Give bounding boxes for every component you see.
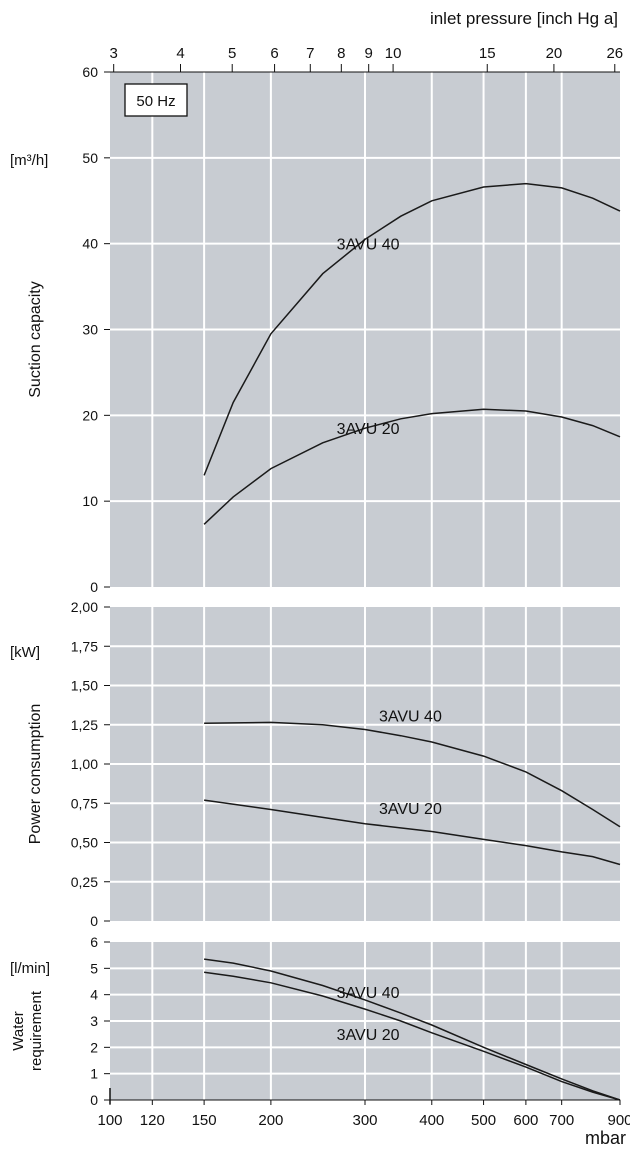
- y-tick-label: 50: [82, 150, 98, 166]
- x-tick-label: 100: [97, 1112, 122, 1129]
- x-tick-label: 120: [140, 1112, 165, 1129]
- y-tick-label: 4: [90, 987, 98, 1003]
- y-tick-label: 0,50: [71, 835, 98, 851]
- y-tick-label: 20: [82, 407, 98, 423]
- y-tick-label: 0: [90, 579, 98, 595]
- y-tick-label: 2,00: [71, 599, 98, 615]
- y-tick-label: 0: [90, 913, 98, 929]
- y-tick-label: 1: [90, 1066, 98, 1082]
- y-axis-title: Waterrequirement: [10, 990, 45, 1071]
- x-axis-title: mbar: [585, 1128, 626, 1148]
- y-tick-label: 40: [82, 236, 98, 252]
- x-tick-label: 200: [258, 1112, 283, 1129]
- top-axis-tick-label: 3: [110, 45, 118, 62]
- top-axis-tick-label: 6: [270, 45, 278, 62]
- series-label: 3AVU 40: [337, 985, 400, 1002]
- y-tick-label: 0,75: [71, 795, 98, 811]
- x-tick-label: 600: [513, 1112, 538, 1129]
- y-tick-label: 6: [90, 934, 98, 950]
- x-tick-label: 150: [192, 1112, 217, 1129]
- unit-label: [l/min]: [10, 960, 50, 977]
- frequency-badge: 50 Hz: [136, 93, 175, 110]
- series-label: 3AVU 20: [337, 421, 400, 438]
- series-label: 3AVU 40: [337, 237, 400, 254]
- y-axis-title-line: requirement: [28, 990, 45, 1071]
- top-axis-tick-label: 15: [479, 45, 496, 62]
- y-axis-title: Power consumption: [27, 704, 44, 845]
- series-label: 3AVU 20: [379, 801, 442, 818]
- top-axis-tick-label: 26: [606, 45, 623, 62]
- series-line: [204, 971, 621, 1101]
- frequency-badge-box: [124, 83, 188, 117]
- y-tick-label: 5: [90, 960, 98, 976]
- top-axis-tick-label: 5: [228, 45, 236, 62]
- y-tick-label: 1,25: [71, 717, 98, 733]
- y-axis-title: Suction capacity: [27, 281, 44, 398]
- y-tick-label: 1,75: [71, 638, 98, 654]
- y-tick-label: 0,25: [71, 874, 98, 890]
- series-line: [203, 799, 621, 866]
- series-line: [203, 182, 621, 476]
- series-label: 3AVU 20: [337, 1027, 400, 1044]
- y-axis-title-line: Water: [10, 1011, 27, 1050]
- series-line: [204, 721, 621, 828]
- y-tick-label: 0: [90, 1092, 98, 1108]
- y-tick-label: 60: [82, 64, 98, 80]
- x-tick-label: 700: [549, 1112, 574, 1129]
- top-axis-tick-label: 9: [365, 45, 373, 62]
- x-tick-label: 500: [471, 1112, 496, 1129]
- y-tick-label: 1,00: [71, 756, 98, 772]
- top-axis-tick-label: 7: [306, 45, 314, 62]
- top-axis-tick-label: 4: [176, 45, 184, 62]
- x-tick-label: 900: [607, 1112, 630, 1129]
- y-tick-label: 2: [90, 1039, 98, 1055]
- top-axis-tick-label: 8: [337, 45, 345, 62]
- top-axis-tick-label: 20: [546, 45, 563, 62]
- series-line: [203, 408, 621, 525]
- y-tick-label: 30: [82, 322, 98, 338]
- top-axis-tick-label: 10: [385, 45, 402, 62]
- x-tick-label: 400: [419, 1112, 444, 1129]
- y-tick-label: 10: [82, 493, 98, 509]
- y-tick-label: 1,50: [71, 678, 98, 694]
- y-tick-label: 3: [90, 1013, 98, 1029]
- top-axis-title: inlet pressure [inch Hg a]: [430, 9, 618, 28]
- x-tick-label: 300: [352, 1112, 377, 1129]
- unit-label: [m³/h]: [10, 152, 48, 169]
- unit-label: [kW]: [10, 644, 40, 661]
- series-line: [203, 958, 621, 1101]
- series-label: 3AVU 40: [379, 708, 442, 725]
